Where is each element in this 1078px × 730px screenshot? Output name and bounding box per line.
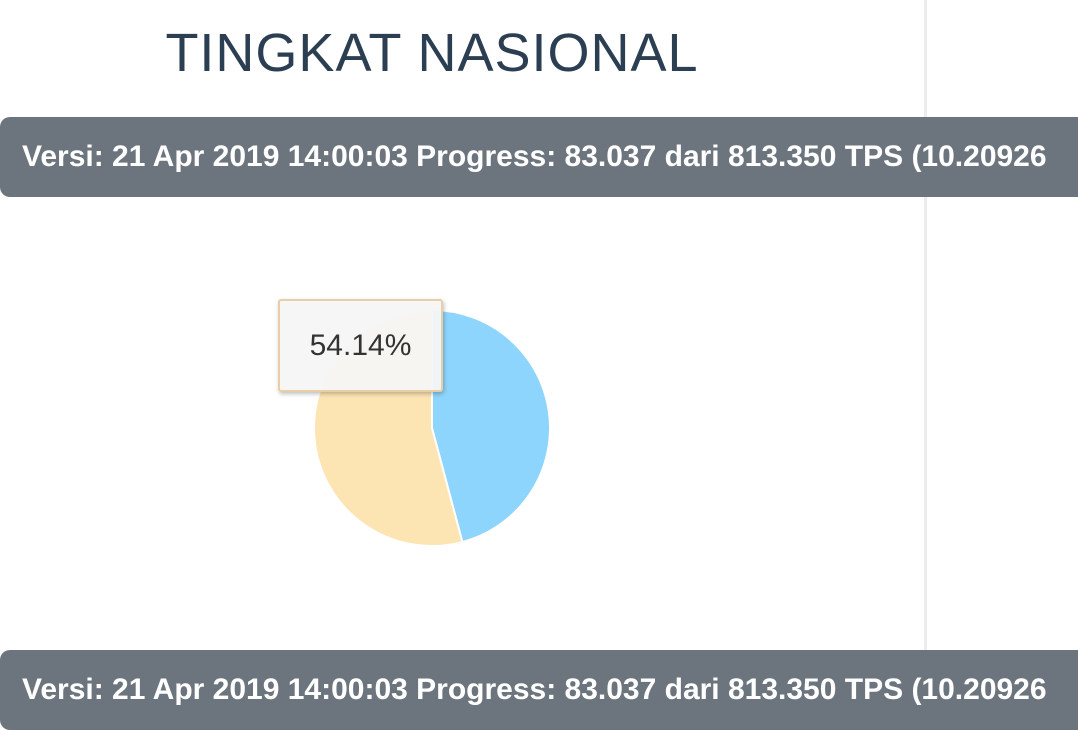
tooltip: 54.14%: [278, 299, 443, 392]
version-banner: Versi: 21 Apr 2019 14:00:03 Progress: 83…: [0, 117, 1078, 197]
pie-slice: [431, 308, 551, 544]
version-banner: Versi: 21 Apr 2019 14:00:03 Progress: 83…: [0, 650, 1078, 730]
page-title: TINGKAT NASIONAL: [165, 23, 699, 83]
divider: [924, 0, 927, 716]
pie-chart: [313, 308, 551, 547]
